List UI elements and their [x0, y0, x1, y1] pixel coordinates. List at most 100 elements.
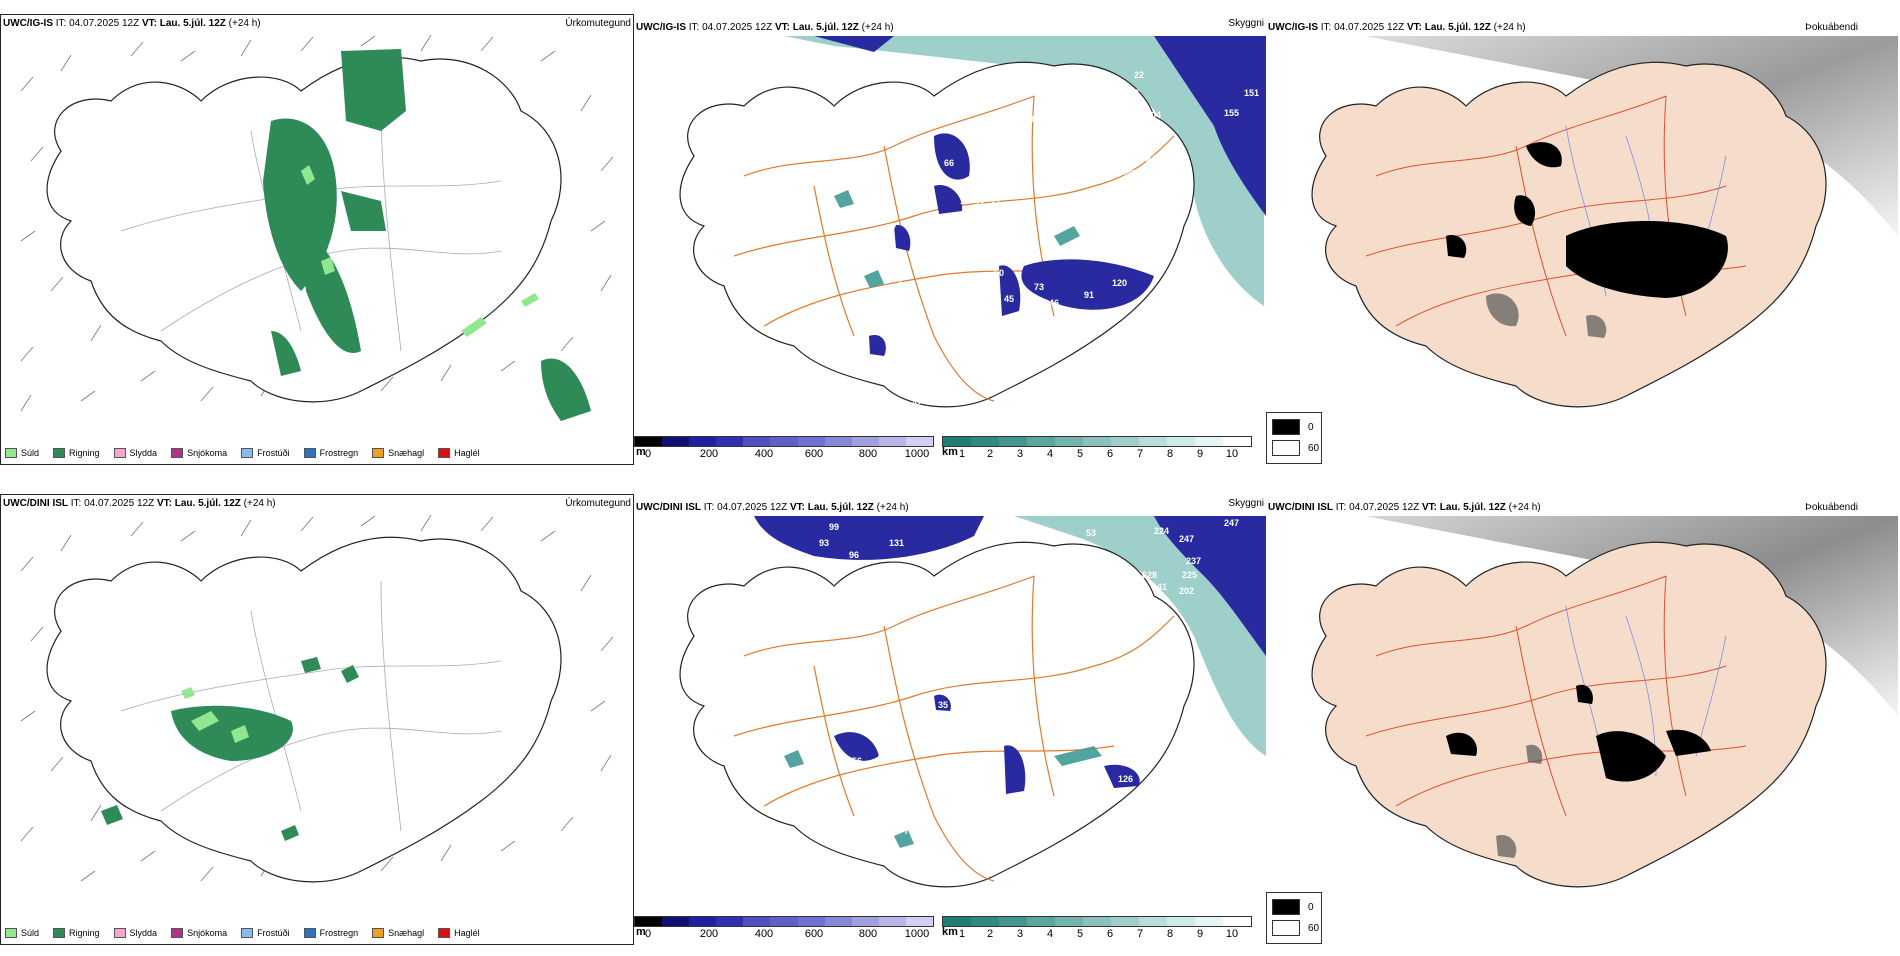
- tick-label: 1: [958, 928, 966, 940]
- ceiling-labels: 99 93 96 131 53 224 247 628 237 225 141 …: [819, 518, 1239, 864]
- tick-label: 6: [1106, 448, 1114, 460]
- unit-label: m: [636, 446, 646, 458]
- legend-label: 0: [1308, 901, 1314, 913]
- legend-label: 60: [1308, 922, 1320, 934]
- legend-item: Haglél: [438, 928, 480, 938]
- legend-swatch: [171, 928, 184, 938]
- ceiling-label: 237: [1186, 556, 1201, 566]
- ceiling-label: 56: [926, 854, 936, 864]
- ceiling-label: 82: [878, 750, 888, 760]
- ceiling-label: 33: [1129, 88, 1139, 98]
- panel-header: UWC/IG-IS IT: 04.07.2025 12Z VT: Lau. 5.…: [1268, 22, 1526, 33]
- ceiling-label: 73: [1034, 282, 1044, 292]
- panel-title: Úrkomutegund: [565, 18, 631, 29]
- visibility-colorbar: 1 2 3 4 5 6 7 8 9 10 km: [942, 916, 1252, 940]
- legend-swatch: [53, 928, 66, 938]
- legend-item: Rigning: [53, 448, 100, 458]
- ceiling-label: 49: [934, 254, 944, 264]
- fog-legend: 0 60: [1266, 892, 1322, 944]
- panel-header: UWC/IG-IS IT: 04.07.2025 12Z VT: Lau. 5.…: [636, 22, 894, 33]
- ceiling-label: 33: [974, 198, 984, 208]
- ceiling-colorbar: 0 200 400 600 800 1000 m: [634, 916, 934, 940]
- tick-label: 600: [804, 928, 824, 940]
- ceiling-label: 155: [1224, 108, 1239, 118]
- legend-item: Súld: [5, 448, 39, 458]
- ceiling-label: 53: [1086, 528, 1096, 538]
- legend-item: Snæhagl: [372, 448, 424, 458]
- ceiling-label: 44: [904, 356, 914, 366]
- tick-label: 1: [958, 448, 966, 460]
- precip-panel-top: UWC/IG-IS IT: 04.07.2025 12Z VT: Lau. 5.…: [0, 14, 634, 465]
- legend-swatch: [303, 928, 316, 938]
- tick-label: 2: [986, 928, 994, 940]
- legend-item: Súld: [5, 928, 39, 938]
- tick-label: 9: [1196, 448, 1204, 460]
- ceiling-label: 24: [1146, 154, 1156, 164]
- legend-swatch: [113, 928, 126, 938]
- legend-label: 0: [1308, 421, 1314, 433]
- tick-label: 4: [1046, 928, 1054, 940]
- panel-title: Úrkomutegund: [565, 498, 631, 509]
- ceiling-label: 42: [1099, 318, 1109, 328]
- ceiling-label: 56: [852, 756, 862, 766]
- tick-label: 400: [754, 448, 774, 460]
- ceiling-label: 146: [1044, 298, 1059, 308]
- ceiling-label: 96: [849, 550, 859, 560]
- ceiling-label: 628: [1142, 570, 1157, 580]
- legend-swatch: [241, 928, 254, 938]
- colorbar-gradient: [942, 916, 1252, 927]
- colorbar-gradient: [634, 436, 934, 447]
- tick-label: 9: [1196, 928, 1204, 940]
- visibility-colorbar: 1 2 3 4 5 6 7 8 9 10 km: [942, 436, 1252, 460]
- legend-swatch: [113, 448, 126, 458]
- fog-panel-bottom: UWC/DINI ISL IT: 04.07.2025 12Z VT: Lau.…: [1266, 494, 1900, 956]
- ceiling-label: 310: [1054, 790, 1069, 800]
- cloud-panel-bottom: UWC/DINI ISL IT: 04.07.2025 12Z VT: Lau.…: [634, 494, 1266, 945]
- tick-label: 10: [1225, 928, 1239, 940]
- panel-title: Skyggni: [1228, 18, 1264, 29]
- ceiling-label: 126: [1118, 774, 1133, 784]
- ceiling-label: 10: [960, 196, 970, 206]
- legend-swatch: [1272, 440, 1300, 456]
- fog-panel-top: UWC/IG-IS IT: 04.07.2025 12Z VT: Lau. 5.…: [1266, 14, 1900, 476]
- legend-swatch: [438, 448, 451, 458]
- ceiling-label: 42: [912, 398, 922, 408]
- tick-label: 200: [699, 928, 719, 940]
- tick-label: 2: [986, 448, 994, 460]
- legend-item: Frostúði: [241, 448, 290, 458]
- precip-panel-bottom: UWC/DINI ISL IT: 04.07.2025 12Z VT: Lau.…: [0, 494, 634, 945]
- ceiling-label: 141: [1152, 582, 1167, 592]
- fog-areas: [1446, 684, 1711, 782]
- tick-label: 6: [1106, 928, 1114, 940]
- ceiling-labels: 87 66 33 37 22 33 204 151 155 17 49 50 4…: [886, 70, 1259, 408]
- panel-title: Þokuábendi: [1805, 22, 1858, 33]
- precip-map: [20, 514, 614, 883]
- unit-label: m: [636, 926, 646, 938]
- tick-label: 800: [858, 928, 878, 940]
- ceiling-label: 247: [1224, 518, 1239, 528]
- legend-item: Rigning: [53, 928, 100, 938]
- road-network: [733, 575, 1175, 882]
- drizzle-areas: [181, 687, 249, 743]
- tick-label: 3: [1016, 448, 1024, 460]
- tick-label: 10: [1225, 448, 1239, 460]
- legend-item: Slydda: [113, 928, 157, 938]
- panel-title: Þokuábendi: [1805, 502, 1858, 513]
- legend-item: Snjókoma: [171, 448, 227, 458]
- precip-legend: Súld Rigning Slydda Snjókoma Frostúði Fr…: [5, 448, 480, 458]
- road-network: [1365, 575, 1747, 817]
- ceiling-label: 22: [1134, 70, 1144, 80]
- cloud-map: 99 93 96 131 53 224 247 628 237 225 141 …: [679, 516, 1266, 888]
- ceiling-label: 17: [886, 224, 896, 234]
- iceland-outline: [46, 536, 562, 883]
- fog-map: [1266, 36, 1898, 476]
- panel-header: UWC/IG-IS IT: 04.07.2025 12Z VT: Lau. 5.…: [3, 18, 261, 29]
- legend-swatch: [1272, 899, 1300, 915]
- ceiling-label: 50: [994, 268, 1004, 278]
- ceiling-label: 225: [1182, 570, 1197, 580]
- tick-label: 7: [1136, 928, 1144, 940]
- colorbar-gradient: [634, 916, 934, 927]
- tick-label: 600: [804, 448, 824, 460]
- fog-legend: 0 60: [1266, 412, 1322, 464]
- tick-label: 800: [858, 448, 878, 460]
